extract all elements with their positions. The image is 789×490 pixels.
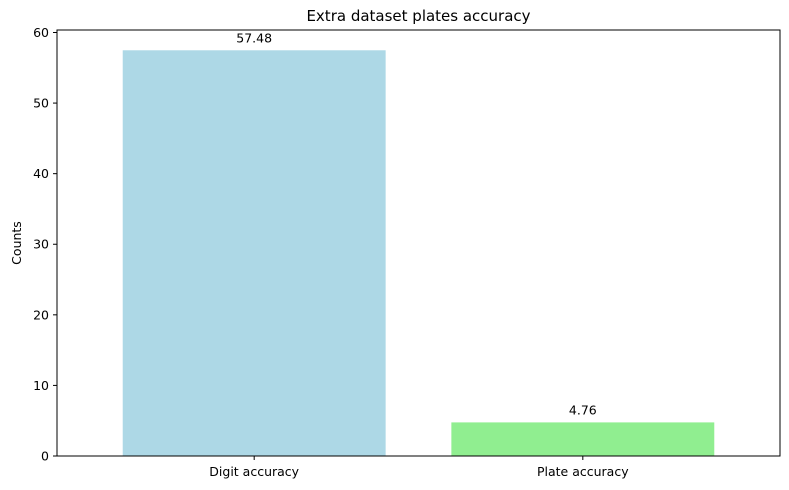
y-tick-label-5: 50 bbox=[33, 96, 49, 111]
y-tick-label-2: 20 bbox=[33, 307, 49, 322]
data-label-0: 57.48 bbox=[236, 30, 272, 45]
data-labels-group: 57.48 4.76 bbox=[236, 30, 596, 417]
y-axis-ticks: 0 10 20 30 40 50 60 bbox=[33, 25, 57, 464]
y-axis-label: Counts bbox=[9, 221, 24, 265]
y-tick-label-6: 60 bbox=[33, 25, 49, 40]
x-axis-ticks: Digit accuracy Plate accuracy bbox=[209, 456, 629, 479]
bar-1 bbox=[451, 422, 715, 456]
x-tick-label-0: Digit accuracy bbox=[209, 464, 299, 479]
y-tick-label-0: 0 bbox=[41, 449, 49, 464]
y-tick-label-1: 10 bbox=[33, 378, 49, 393]
y-tick-label-4: 40 bbox=[33, 166, 49, 181]
bars-group bbox=[122, 50, 715, 457]
bar-0 bbox=[122, 50, 386, 457]
data-label-1: 4.76 bbox=[569, 402, 597, 417]
y-tick-label-3: 30 bbox=[33, 237, 49, 252]
plot-frame bbox=[56, 29, 781, 457]
x-tick-label-1: Plate accuracy bbox=[537, 464, 629, 479]
chart-title: Extra dataset plates accuracy bbox=[306, 7, 530, 25]
